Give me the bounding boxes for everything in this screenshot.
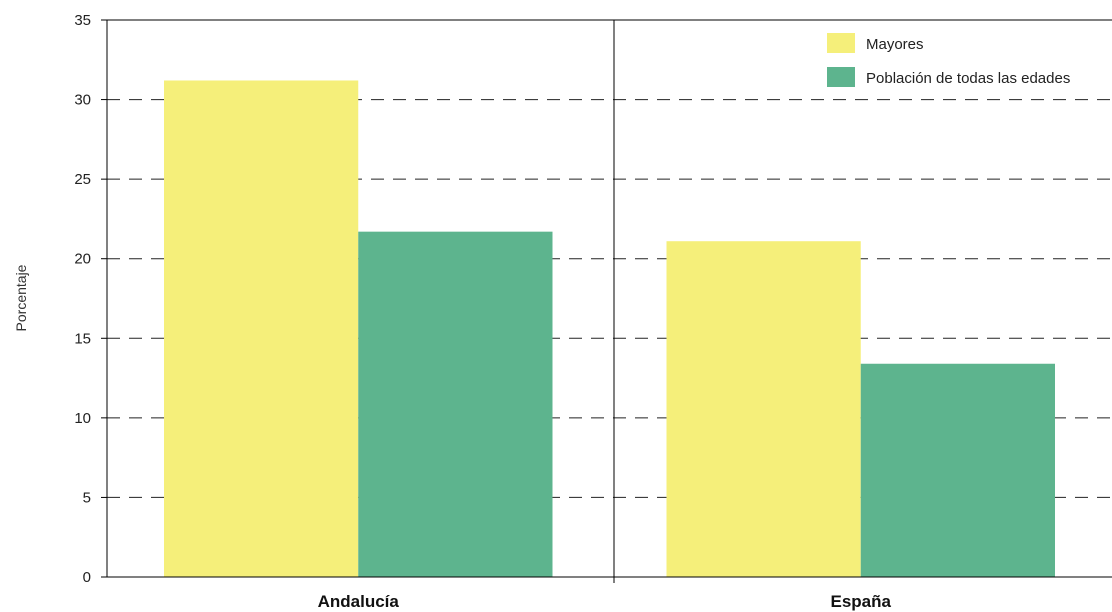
y-tick-label: 10	[74, 410, 91, 427]
y-tick-label: 35	[74, 12, 91, 29]
axes	[106, 19, 1112, 583]
x-category-labels: Andalucía España	[318, 592, 892, 611]
legend-swatch	[827, 67, 855, 87]
x-category-label: Andalucía	[318, 592, 400, 611]
legend-swatch	[827, 33, 855, 53]
y-tick-label: 5	[83, 489, 91, 506]
bar	[666, 241, 861, 578]
x-category-label: España	[831, 592, 892, 611]
y-tick-label: 15	[74, 330, 91, 347]
y-tick-label: 0	[83, 569, 91, 586]
y-tick-label: 20	[74, 251, 91, 268]
y-axis-label: Porcentaje	[13, 264, 29, 331]
legend-label: Mayores	[866, 36, 924, 53]
y-ticks: 0 5 10 15 20 25 30 35	[74, 12, 107, 586]
y-tick-label: 25	[74, 171, 91, 188]
y-tick-label: 30	[74, 92, 91, 109]
bars	[164, 80, 1055, 578]
bar	[164, 80, 359, 577]
bar	[860, 363, 1055, 577]
bar	[358, 231, 553, 577]
legend: Mayores Población de todas las edades	[827, 33, 1070, 87]
legend-label: Población de todas las edades	[866, 70, 1070, 87]
